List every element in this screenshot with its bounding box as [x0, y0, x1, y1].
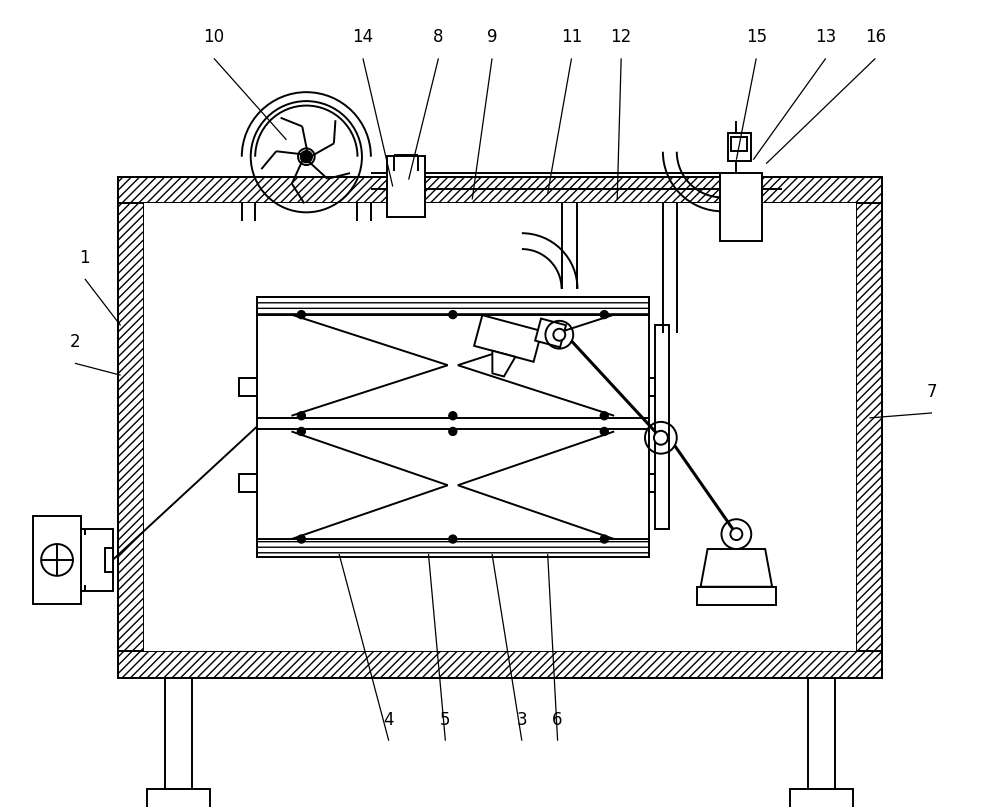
- Circle shape: [449, 411, 457, 420]
- Circle shape: [297, 411, 305, 420]
- Bar: [387, 156, 425, 217]
- Circle shape: [449, 535, 457, 543]
- Circle shape: [300, 151, 312, 163]
- Bar: [720, 173, 762, 241]
- Bar: [118, 177, 882, 678]
- Bar: [257, 296, 649, 314]
- Polygon shape: [701, 549, 772, 586]
- Text: 4: 4: [384, 710, 394, 729]
- Bar: [239, 474, 257, 492]
- Circle shape: [654, 431, 668, 445]
- Bar: [118, 177, 882, 678]
- Bar: [81, 529, 113, 590]
- Bar: [118, 651, 882, 678]
- Bar: [105, 548, 113, 572]
- Circle shape: [553, 329, 565, 341]
- Text: 2: 2: [70, 334, 80, 352]
- Text: 9: 9: [487, 28, 497, 46]
- Polygon shape: [492, 351, 515, 377]
- Bar: [697, 586, 776, 604]
- Text: 8: 8: [433, 28, 444, 46]
- Circle shape: [297, 428, 305, 436]
- Text: 11: 11: [561, 28, 582, 46]
- Bar: [118, 177, 882, 203]
- Circle shape: [600, 428, 608, 436]
- Text: 1: 1: [80, 249, 90, 267]
- Circle shape: [600, 311, 608, 318]
- Polygon shape: [474, 315, 542, 362]
- Bar: [856, 203, 882, 651]
- Bar: [118, 203, 144, 651]
- Bar: [790, 790, 853, 810]
- Circle shape: [297, 535, 305, 543]
- Text: 13: 13: [815, 28, 836, 46]
- Text: 15: 15: [746, 28, 767, 46]
- Bar: [649, 377, 655, 395]
- Bar: [649, 474, 655, 492]
- Bar: [808, 678, 835, 790]
- Text: 12: 12: [611, 28, 632, 46]
- Text: 6: 6: [552, 710, 563, 729]
- Bar: [165, 678, 192, 790]
- Polygon shape: [535, 318, 566, 347]
- Circle shape: [449, 428, 457, 436]
- Text: 10: 10: [203, 28, 225, 46]
- Text: 16: 16: [865, 28, 886, 46]
- Bar: [655, 325, 669, 529]
- Circle shape: [600, 411, 608, 420]
- Bar: [257, 539, 649, 557]
- Circle shape: [730, 528, 742, 540]
- Bar: [33, 516, 81, 603]
- Circle shape: [449, 311, 457, 318]
- Circle shape: [600, 535, 608, 543]
- Bar: [728, 133, 751, 160]
- Bar: [731, 137, 747, 151]
- Bar: [144, 203, 856, 651]
- Text: 7: 7: [927, 383, 937, 401]
- Bar: [257, 296, 649, 557]
- Bar: [147, 790, 210, 810]
- Circle shape: [297, 311, 305, 318]
- Bar: [239, 377, 257, 395]
- Text: 3: 3: [517, 710, 527, 729]
- Text: 5: 5: [440, 710, 451, 729]
- Text: 14: 14: [352, 28, 374, 46]
